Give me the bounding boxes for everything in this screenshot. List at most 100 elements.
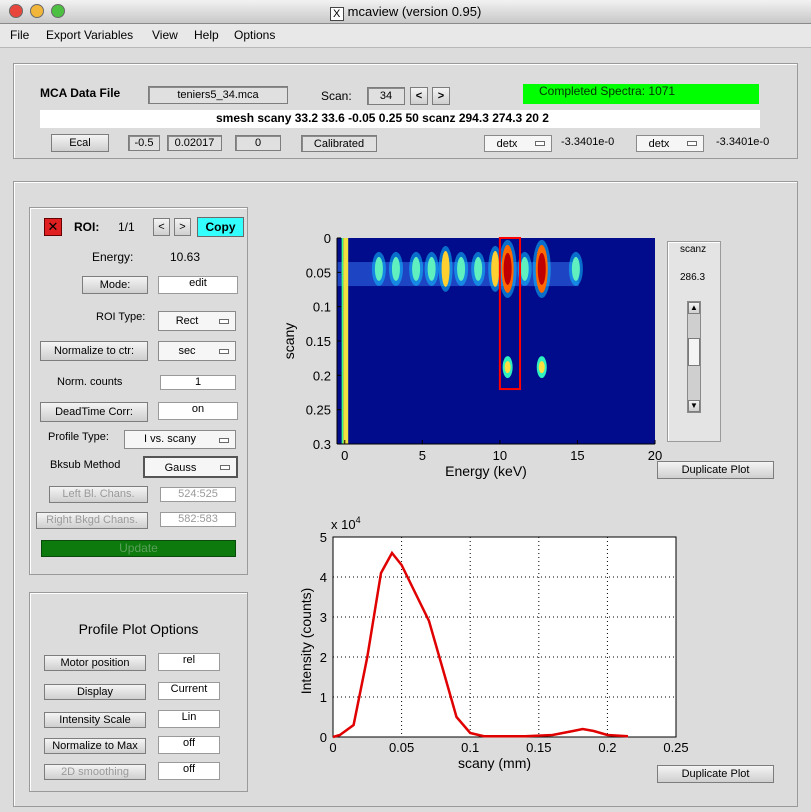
detector-value-2: -3.3401e-0 [716, 136, 770, 148]
left-bkg-chans-field[interactable]: 524:525 [160, 487, 236, 502]
deadtime-corr-button[interactable]: DeadTime Corr: [40, 402, 148, 422]
norm-counts-label: Norm. counts [57, 376, 123, 388]
detector-select-1[interactable]: detx [484, 135, 552, 152]
main-panel [13, 181, 798, 807]
right-bkg-chans-button[interactable]: Right Bkgd Chans. [36, 512, 148, 529]
heatmap-x-tick-label: 5 [419, 448, 426, 463]
heatmap-y-tick-label: 0.25 [306, 403, 331, 418]
zoom-window-button[interactable] [51, 4, 65, 18]
heatmap-peak-core [503, 252, 512, 285]
menu-export-variables[interactable]: Export Variables [46, 28, 134, 42]
profile-option-button[interactable]: Normalize to Max [44, 738, 146, 754]
profile-x-tick-label: 0.2 [598, 740, 616, 755]
profile-option-value[interactable]: off [158, 736, 220, 754]
duplicate-profile-button[interactable]: Duplicate Plot [657, 765, 774, 783]
heatmap-zero-line [343, 238, 349, 444]
profile-x-tick-label: 0.05 [389, 740, 414, 755]
heatmap-peak-lower-core [538, 361, 545, 374]
x11-logo-icon: X [329, 7, 344, 21]
profile-option-button[interactable]: Motor position [44, 655, 146, 671]
ecal-c-field[interactable]: 0 [235, 135, 281, 151]
heatmap-peak [474, 256, 483, 281]
scanz-value: 286.3 [680, 272, 706, 283]
profile-options-title: Profile Plot Options [78, 621, 199, 637]
update-button[interactable]: Update [41, 540, 236, 557]
roi-label: ROI: [74, 220, 100, 234]
heatmap-peak [571, 256, 580, 281]
profile-option-value[interactable]: Lin [158, 710, 220, 728]
duplicate-heatmap-button[interactable]: Duplicate Plot [657, 461, 774, 479]
heatmap-x-tick-label: 10 [493, 448, 507, 463]
normalize-to-ctr-button[interactable]: Normalize to ctr: [40, 341, 148, 361]
profile-option-value[interactable]: Current [158, 682, 220, 700]
profile-plot-area [332, 536, 677, 738]
profile-type-select[interactable]: I vs. scany [124, 430, 236, 449]
scanz-up-arrow-icon[interactable]: ▲ [688, 302, 700, 314]
heatmap-peak [441, 250, 450, 287]
norm-counts-field[interactable]: 1 [160, 375, 236, 390]
mca-file-label: MCA Data File [40, 86, 121, 100]
profile-y-exponent-power: 4 [356, 515, 361, 525]
dropdown-caret-icon [220, 465, 230, 470]
dropdown-caret-icon [535, 141, 545, 146]
bksub-method-select[interactable]: Gauss [143, 456, 238, 478]
profile-y-tick-label: 5 [320, 530, 327, 545]
ecal-b-field[interactable]: 0.02017 [167, 135, 222, 151]
detector-value-1: -3.3401e-0 [561, 136, 615, 148]
roi-rectangle[interactable] [498, 237, 522, 391]
profile-series-line [332, 550, 629, 739]
mode-field[interactable]: edit [158, 276, 238, 294]
left-bkg-chans-button[interactable]: Left Bl. Chans. [49, 486, 148, 503]
menu-file[interactable]: File [10, 28, 30, 42]
profile-y-tick-label: 4 [320, 570, 327, 585]
roi-delete-x-icon[interactable]: ✕ [44, 218, 62, 236]
file-panel [13, 63, 798, 159]
roi-prev-button[interactable]: < [153, 218, 170, 236]
heatmap-peak-lower-core [504, 361, 511, 374]
profile-line-plot[interactable]: 0 0.05 0.1 0.15 0.2 0.25 0 1 2 3 4 5 x 104 scany (mm)… [285, 512, 695, 774]
menu-view[interactable]: View [152, 28, 178, 42]
heatmap-y-label: scany [281, 323, 297, 360]
scanz-down-arrow-icon[interactable]: ▼ [688, 400, 700, 412]
mode-button[interactable]: Mode: [82, 276, 148, 294]
profile-x-tick-label: 0.25 [663, 740, 688, 755]
scan-command-text: smesh scany 33.2 33.6 -0.05 0.25 50 scan… [40, 110, 760, 128]
normalize-ctr-select[interactable]: sec [158, 341, 236, 361]
heatmap-peak [457, 256, 466, 281]
profile-x-tick-label: 0 [329, 740, 336, 755]
heatmap-plot[interactable]: 0 5 10 15 20 0 0.05 0.1 0.15 0.2 0.25 0.3 Energy (ke… [270, 228, 670, 484]
ecal-a-field[interactable]: -0.5 [128, 135, 160, 151]
roi-type-select[interactable]: Rect [158, 311, 236, 331]
heatmap-y-tick-label: 0.1 [313, 300, 331, 315]
heatmap-y-tick-label: 0.2 [313, 368, 331, 383]
minimize-window-button[interactable] [30, 4, 44, 18]
profile-x-label: scany (mm) [458, 755, 531, 771]
heatmap-peak [374, 256, 383, 281]
profile-option-button[interactable]: Intensity Scale [44, 712, 146, 728]
scanz-slider-thumb[interactable] [688, 338, 700, 366]
menu-options[interactable]: Options [234, 28, 276, 42]
next-scan-button[interactable]: > [432, 87, 450, 105]
heatmap-x-label: Energy (keV) [445, 463, 527, 479]
roi-copy-button[interactable]: Copy [197, 217, 244, 237]
normalize-ctr-value: sec [178, 345, 196, 357]
close-window-button[interactable] [9, 4, 23, 18]
scan-number-field[interactable]: 34 [367, 87, 405, 105]
detector-select-2[interactable]: detx [636, 135, 704, 152]
right-bkg-chans-field[interactable]: 582:583 [160, 512, 236, 527]
deadtime-field[interactable]: on [158, 402, 238, 420]
profile-y-tick-label: 0 [320, 730, 327, 745]
heatmap-peak [412, 256, 421, 281]
mca-file-field[interactable]: teniers5_34.mca [148, 86, 288, 104]
prev-scan-button[interactable]: < [410, 87, 428, 105]
roi-next-button[interactable]: > [174, 218, 191, 236]
profile-option-value[interactable]: off [158, 762, 220, 780]
profile-option-value[interactable]: rel [158, 653, 220, 671]
profile-option-button[interactable]: 2D smoothing [44, 764, 146, 780]
profile-option-button[interactable]: Display [44, 684, 146, 700]
menu-help[interactable]: Help [194, 28, 219, 42]
calibrated-toggle[interactable]: Calibrated [301, 135, 377, 152]
profile-type-label: Profile Type: [48, 431, 109, 443]
ecal-button[interactable]: Ecal [51, 134, 109, 152]
